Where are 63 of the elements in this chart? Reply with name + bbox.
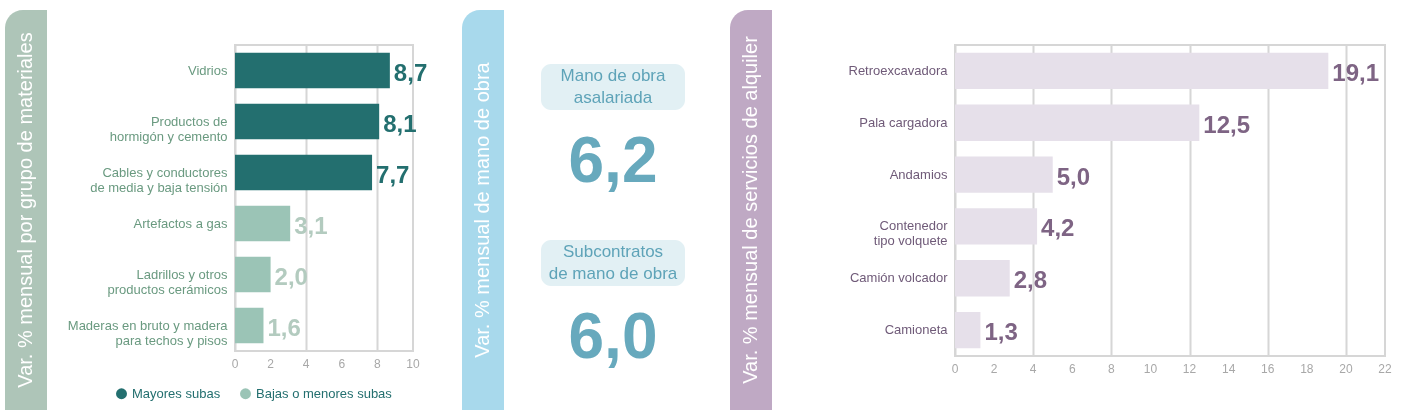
legend-label: Bajas o menores subas (256, 385, 393, 401)
bar (955, 311, 981, 349)
bar (235, 52, 390, 89)
x-tick-label: 6 (1068, 362, 1076, 376)
x-tick-label: 18 (1300, 362, 1314, 376)
y-tick-label: Camión volcador (849, 270, 949, 286)
data-label: 8,1 (383, 109, 417, 137)
data-label: 6,2 (568, 124, 658, 196)
y-tick-label: Artefactos a gas (133, 215, 228, 231)
bar (235, 205, 291, 242)
bar (235, 154, 373, 191)
data-label: 1,6 (267, 313, 301, 341)
data-label: 6,0 (568, 300, 658, 372)
bar (955, 156, 1053, 193)
data-label: 8,7 (393, 58, 428, 86)
data-label: 3,1 (294, 211, 328, 239)
y-tick-label: Ladrillos y otros productos cerámicos (107, 266, 228, 297)
x-tick-label: 4 (1029, 362, 1037, 376)
y-tick-label: Camioneta (884, 322, 949, 338)
data-label: 7,7 (376, 160, 410, 188)
y-tick-label: Productos de hormigón y cemento (109, 113, 228, 144)
x-tick-label: 0 (231, 357, 239, 371)
x-tick-label: 8 (1108, 362, 1116, 376)
y-tick-label: Cables y conductores de media y baja tensión (90, 164, 228, 195)
y-tick-label: Maderas en bruto y madera para techos y pisos (67, 317, 229, 348)
legend-label: Mayores subas (132, 385, 221, 401)
bar (235, 103, 380, 140)
x-tick-label: 4 (302, 357, 310, 371)
x-tick-label: 22 (1378, 362, 1392, 376)
x-tick-label: 14 (1221, 362, 1236, 376)
y-tick-label: Vidrios (187, 62, 228, 78)
x-tick-label: 20 (1339, 362, 1353, 376)
x-tick-label: 0 (951, 362, 959, 376)
bar (235, 307, 264, 344)
data-label: 19,1 (1332, 58, 1380, 86)
y-axis-title: Var. % mensual de servicios de alquiler (739, 35, 761, 384)
text: Var. % mensual de mano de obra (471, 61, 493, 358)
y-tick-label: Contenedor tipo volquete (873, 218, 949, 249)
y-tick-label: Andamios (889, 166, 948, 182)
x-tick-label: 8 (374, 357, 382, 371)
x-tick-label: 6 (338, 357, 346, 371)
x-tick-label: 10 (406, 357, 420, 371)
x-tick-label: 2 (990, 362, 998, 376)
bar (955, 104, 1200, 141)
y-tick-label: Pala cargadora (859, 114, 949, 130)
data-label: 12,5 (1203, 110, 1251, 138)
bar (955, 52, 1329, 90)
x-tick-label: 16 (1261, 362, 1275, 376)
x-tick-label: 2 (267, 357, 275, 371)
bar (235, 256, 271, 293)
category-label: Mano de obra asalariada (560, 66, 666, 107)
y-axis-title: Var. % mensual por grupo de materiales (14, 32, 36, 388)
data-label: 2,8 (1013, 266, 1048, 294)
data-label: 2,0 (274, 262, 308, 290)
x-tick-label: 12 (1182, 362, 1197, 376)
category-label: Subcontratos de mano de obra (548, 242, 678, 283)
x-tick-label: 10 (1143, 362, 1158, 376)
data-label: 4,2 (1041, 214, 1075, 242)
bar (955, 260, 1010, 297)
data-label: 5,0 (1056, 162, 1091, 190)
data-label: 1,3 (984, 318, 1018, 346)
bar (955, 208, 1038, 245)
y-tick-label: Retroexcavadora (848, 62, 949, 78)
